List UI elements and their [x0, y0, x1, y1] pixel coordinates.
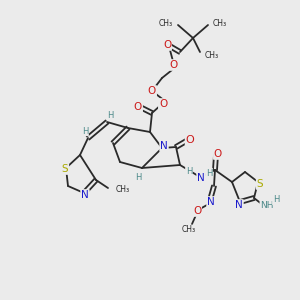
Text: H: H: [135, 172, 141, 182]
Text: O: O: [163, 40, 171, 50]
Text: CH₃: CH₃: [205, 50, 219, 59]
Text: O: O: [186, 135, 194, 145]
Text: H: H: [186, 167, 192, 176]
Text: CH₃: CH₃: [182, 226, 196, 235]
Text: N: N: [207, 197, 215, 207]
Text: CH₃: CH₃: [159, 20, 173, 28]
Text: N: N: [235, 200, 243, 210]
Text: H: H: [82, 127, 88, 136]
Text: O: O: [214, 149, 222, 159]
Text: O: O: [193, 206, 201, 216]
Text: H: H: [206, 169, 212, 178]
Text: O: O: [134, 102, 142, 112]
Text: N: N: [81, 190, 89, 200]
Text: O: O: [170, 60, 178, 70]
Text: S: S: [257, 179, 263, 189]
Text: H: H: [107, 110, 113, 119]
Text: N: N: [160, 141, 168, 151]
Text: O: O: [148, 86, 156, 96]
Text: CH₃: CH₃: [116, 185, 130, 194]
Text: S: S: [62, 164, 68, 174]
Text: N: N: [197, 173, 205, 183]
Text: CH₃: CH₃: [213, 20, 227, 28]
Text: NH: NH: [260, 202, 274, 211]
Text: O: O: [159, 99, 167, 109]
Text: H: H: [273, 196, 279, 205]
